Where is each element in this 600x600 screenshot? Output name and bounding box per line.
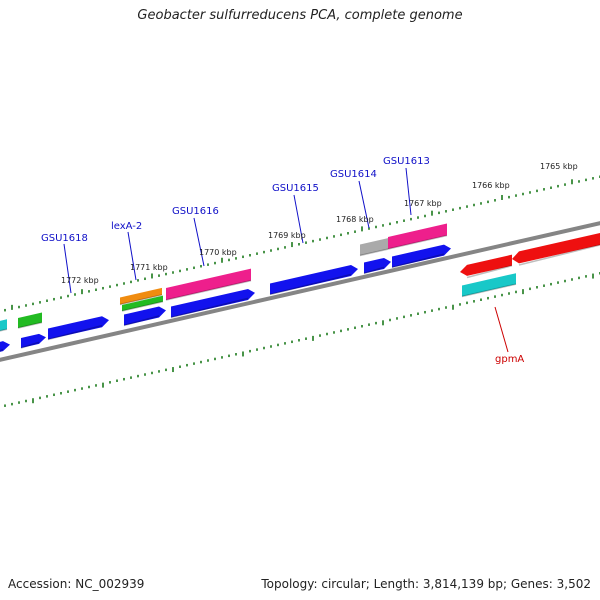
gene-label-lexa-2[interactable]: lexA-2 [111, 221, 142, 232]
gene-red-gpma-shade [466, 264, 513, 279]
gene-green-left-body [18, 312, 42, 328]
gene-green-lexa-body [122, 295, 163, 311]
label-callout-line [494, 306, 509, 353]
scale-label-1769: 1769 kbp [268, 231, 306, 240]
scale-label-1765: 1765 kbp [540, 162, 578, 171]
gene-red-gpma [460, 254, 513, 279]
gene-blue-3-body [171, 288, 255, 318]
gene-label-gsu1614[interactable]: GSU1614 [330, 169, 377, 180]
accession-label: Accession: NC_002939 [8, 577, 145, 591]
gene-blue-left-2-body [21, 333, 46, 348]
gene-cyan-left [0, 319, 8, 332]
label-callout-line [127, 231, 137, 281]
label-callout-line [63, 243, 72, 294]
gene-label-lines [63, 167, 509, 353]
gene-blue-3-shade [170, 297, 249, 319]
gene-blue-4 [269, 265, 358, 296]
gene-label-gsu1613[interactable]: GSU1613 [383, 156, 430, 167]
gene-gray-gsu1614-shade [359, 248, 389, 257]
gene-green-left-shade [17, 321, 43, 329]
gene-pink-gsu1613 [387, 223, 448, 250]
gene-label-gsu1616[interactable]: GSU1616 [172, 206, 219, 217]
topology-label: Topology: circular; Length: 3,814,139 bp… [261, 577, 591, 591]
scale-label-1768: 1768 kbp [336, 215, 374, 224]
gene-orange-lexa-body [120, 287, 162, 305]
gene-green-left [17, 312, 43, 329]
gene-blue-6-shade [391, 253, 445, 269]
gene-pink-gsu1616-shade [165, 279, 252, 301]
gene-green-lexa-shade [121, 300, 164, 312]
label-callout-line [193, 217, 205, 267]
gene-orange-lexa-shade [119, 294, 163, 306]
gene-blue-5-shade [363, 266, 385, 275]
gene-pink-gsu1613-shade [387, 234, 448, 250]
gene-gray-gsu1614-body [360, 238, 388, 256]
gene-label-gsu1615[interactable]: GSU1615 [272, 183, 319, 194]
gene-red-2-shade [518, 244, 600, 266]
gene-green-lexa [121, 295, 164, 312]
gene-red-2 [512, 232, 600, 266]
gene-blue-left-low-body [0, 341, 10, 352]
gene-blue-3 [170, 288, 255, 319]
gene-gray-gsu1614 [359, 238, 389, 257]
gene-blue-left-low-shade [0, 348, 4, 352]
genome-title: Geobacter sulfurreducens PCA, complete g… [137, 8, 463, 23]
gene-blue-left-2-shade [20, 341, 40, 349]
gene-blue-5 [363, 257, 391, 275]
genome-backbone [0, 221, 600, 362]
gene-blue-1-body [48, 316, 109, 340]
gene-label-gsu1618[interactable]: GSU1618 [41, 233, 88, 244]
scale-label-1771: 1771 kbp [130, 263, 168, 272]
gene-blue-2 [123, 306, 166, 327]
gene-cyan-left-body [0, 319, 7, 331]
gene-blue-5-body [364, 257, 391, 274]
gene-blue-left-2 [20, 333, 46, 349]
gene-orange-lexa [119, 287, 163, 306]
label-callout-line [358, 180, 370, 229]
gene-cyan-gpma [461, 273, 517, 298]
gene-blue-6-body [392, 244, 451, 268]
scale-label-1772: 1772 kbp [61, 276, 99, 285]
gene-blue-6 [391, 244, 451, 269]
gene-blue-left-low [0, 341, 10, 352]
gene-blue-2-shade [123, 315, 160, 327]
gene-pink-gsu1616-body [166, 268, 251, 300]
label-callout-line [405, 167, 412, 216]
gene-blue-1-shade [47, 324, 103, 341]
gene-cyan-left-shade [0, 328, 8, 332]
gene-features [0, 223, 600, 352]
gene-red-2-body [512, 232, 600, 264]
gene-blue-4-shade [269, 273, 352, 296]
scale-label-1767: 1767 kbp [404, 199, 442, 208]
gene-cyan-gpma-shade [461, 283, 517, 298]
scale-label-1770: 1770 kbp [199, 248, 237, 257]
gene-pink-gsu1613-body [388, 223, 447, 249]
gene-cyan-gpma-body [462, 273, 516, 297]
inner-scale-ticks [4, 272, 600, 407]
gene-label-gpma[interactable]: gpmA [495, 354, 524, 365]
label-callout-line [293, 194, 304, 244]
gene-blue-4-body [270, 265, 358, 295]
gene-red-gpma-body [460, 254, 512, 276]
outer-scale-ticks [4, 175, 600, 312]
gene-blue-1 [47, 316, 109, 341]
gene-pink-gsu1616 [165, 268, 252, 301]
gene-blue-2-body [124, 306, 166, 326]
scale-label-1766: 1766 kbp [472, 181, 510, 190]
